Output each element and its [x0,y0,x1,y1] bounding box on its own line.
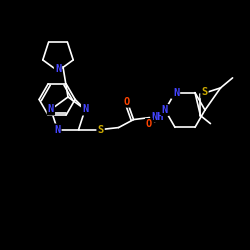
Text: N: N [54,124,60,134]
Text: S: S [98,124,104,134]
Text: N: N [173,88,179,98]
Text: N: N [82,104,88,115]
Text: S: S [201,88,207,98]
Text: N: N [48,104,54,115]
Text: O: O [124,96,130,106]
Text: N: N [162,105,168,115]
Text: NH: NH [152,112,164,122]
Text: N: N [172,88,178,98]
Text: O: O [146,119,152,129]
Text: N: N [55,64,61,74]
